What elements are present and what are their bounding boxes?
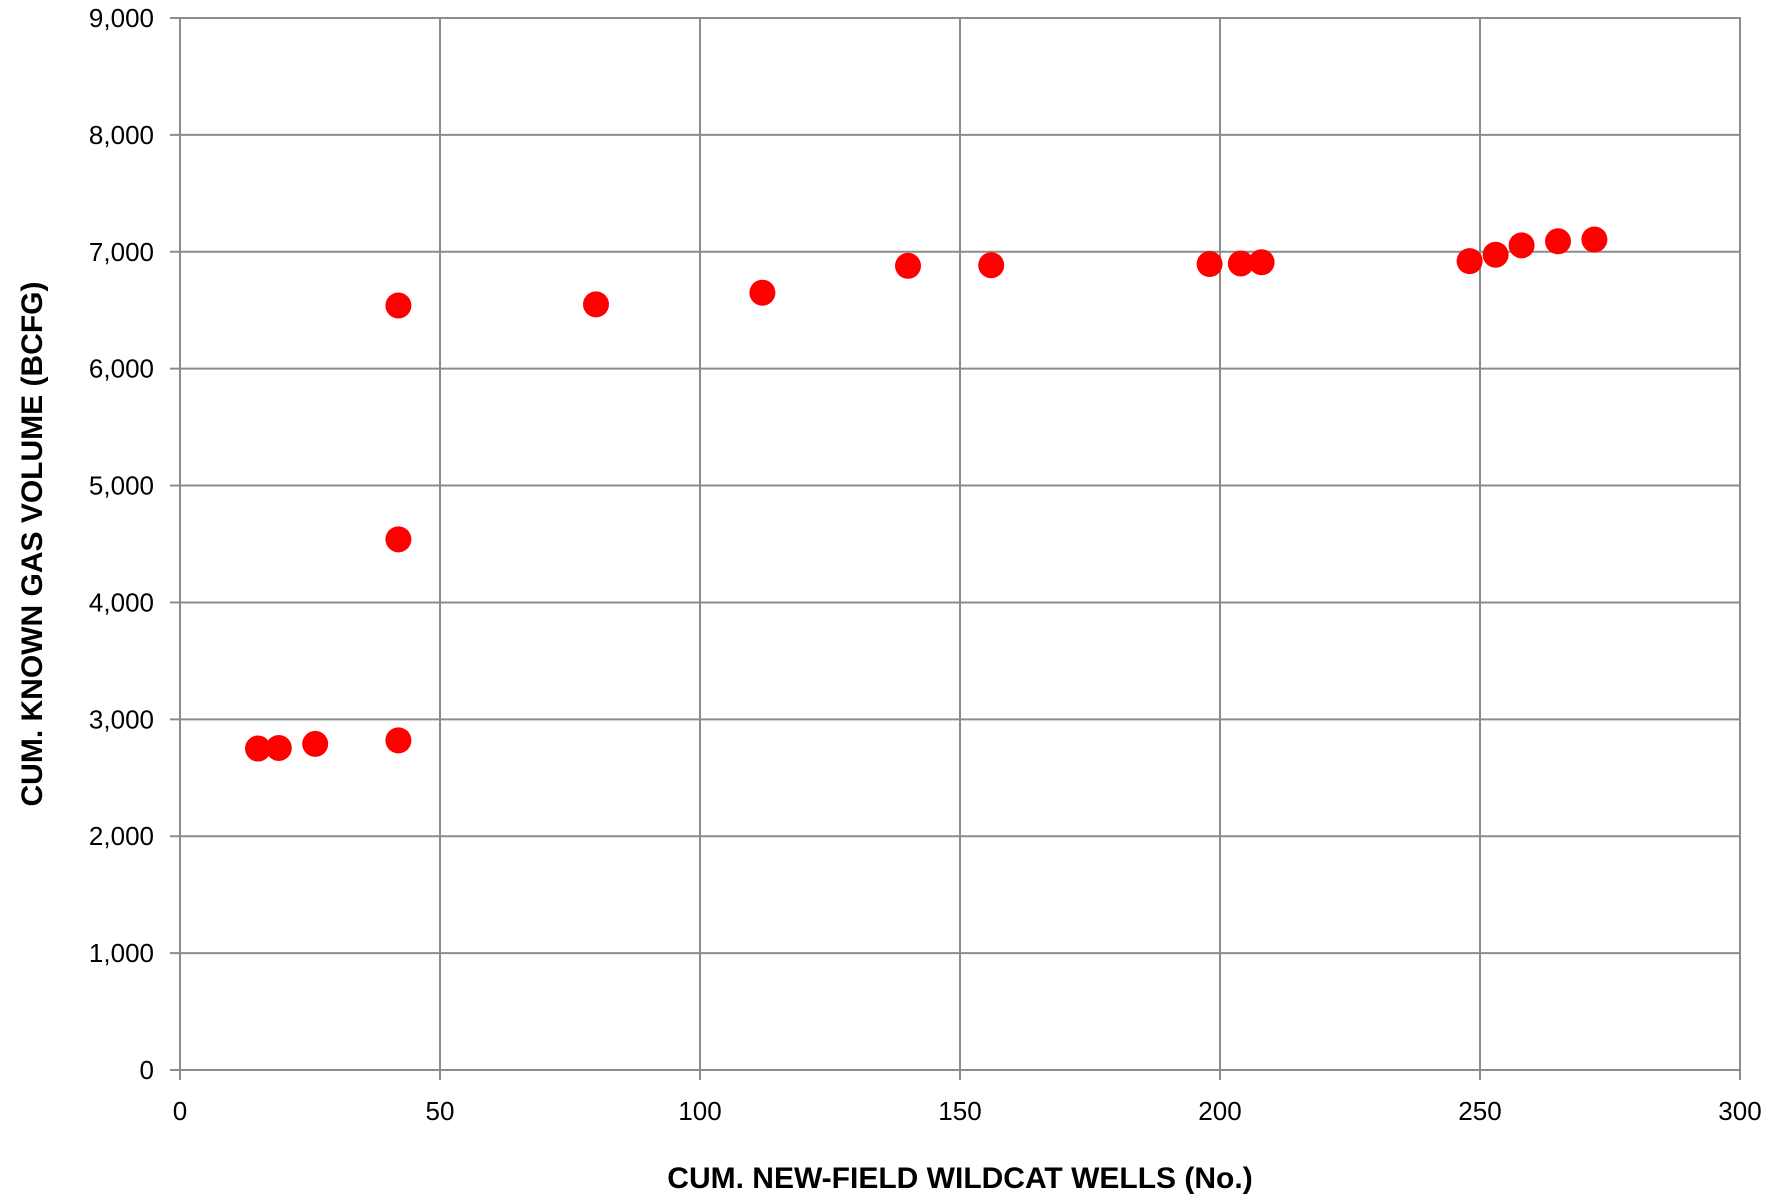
data-point <box>1581 226 1608 253</box>
y-tick-label: 2,000 <box>89 821 154 851</box>
data-point <box>245 735 271 762</box>
x-tick-label: 150 <box>938 1096 981 1126</box>
y-tick-label: 9,000 <box>89 3 154 33</box>
y-tick-label: 8,000 <box>89 120 154 150</box>
x-tick-label: 250 <box>1458 1096 1501 1126</box>
y-tick-label: 5,000 <box>89 471 154 501</box>
y-tick-label: 6,000 <box>89 354 154 384</box>
y-axis-tick-labels: 0 1,000 2,000 3,000 4,000 5,000 6,000 7,000 8,00… <box>89 3 154 1085</box>
gridlines <box>179 17 1741 1071</box>
data-point <box>1227 250 1254 277</box>
data-point <box>1508 232 1535 259</box>
data-point <box>385 292 412 319</box>
x-tick-label: 100 <box>678 1096 721 1126</box>
x-tick-label: 200 <box>1198 1096 1241 1126</box>
data-point <box>749 279 776 306</box>
y-tick-label: 4,000 <box>89 587 154 617</box>
data-point <box>385 727 412 754</box>
y-tick-label: 1,000 <box>89 938 154 968</box>
y-axis-title: CUM. KNOWN GAS VOLUME (BCFG) <box>16 282 49 807</box>
y-tick-label: 3,000 <box>89 704 154 734</box>
data-point <box>978 252 1005 279</box>
y-tick-label: 7,000 <box>89 237 154 267</box>
x-tick-label: 50 <box>426 1096 455 1126</box>
data-point <box>583 291 609 318</box>
data-point <box>1196 251 1223 278</box>
x-axis-title: CUM. NEW-FIELD WILDCAT WELLS (No.) <box>667 1162 1252 1195</box>
x-tick-label: 0 <box>173 1096 187 1126</box>
data-point <box>895 252 921 279</box>
data-point <box>1482 241 1509 268</box>
x-axis-tick-labels: 0 50 100 150 200 250 300 <box>173 1096 1762 1126</box>
data-point <box>1248 249 1275 276</box>
x-tick-label: 300 <box>1718 1096 1761 1126</box>
data-points <box>245 226 1608 762</box>
y-tick-label: 0 <box>140 1055 154 1085</box>
data-point <box>302 730 329 757</box>
data-point <box>1456 248 1483 275</box>
data-point <box>265 734 292 761</box>
data-point <box>385 526 412 553</box>
axis-ticks <box>170 17 1741 1080</box>
data-point <box>1545 228 1571 255</box>
